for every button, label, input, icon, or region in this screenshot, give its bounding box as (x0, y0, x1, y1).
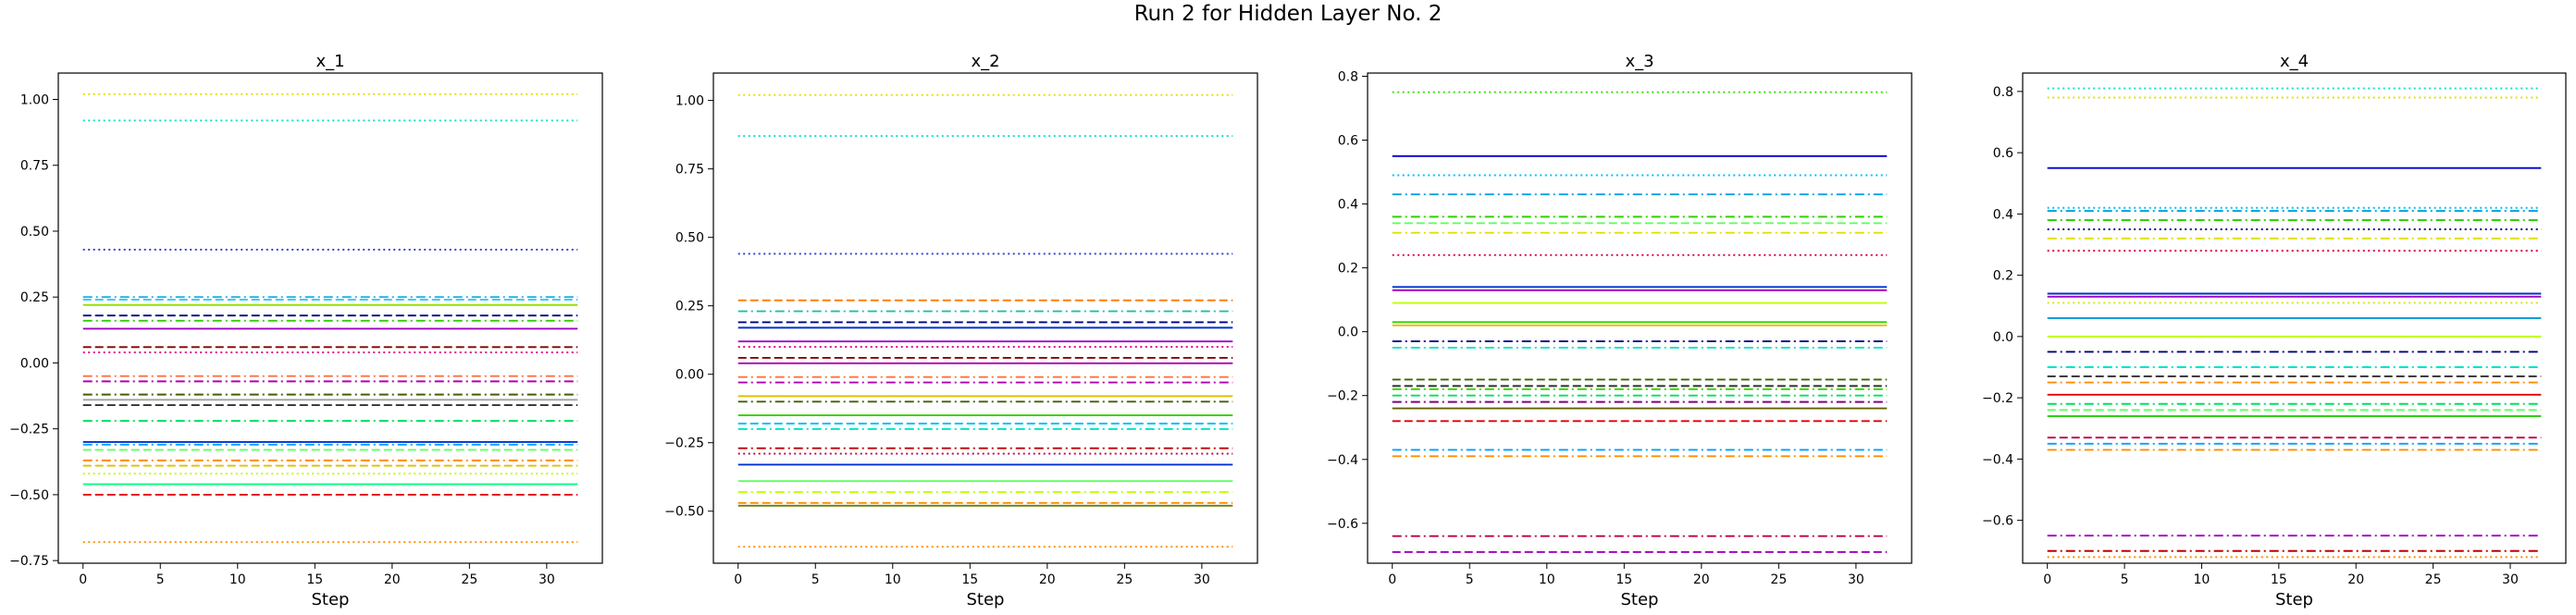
y-tick-label: 0.00 (20, 356, 49, 371)
x-tick-label: 0 (1388, 572, 1396, 587)
figure-title: Run 2 for Hidden Layer No. 2 (1133, 2, 1443, 26)
x-tick-label: 20 (1039, 572, 1056, 587)
y-tick-label: 0.50 (675, 231, 704, 246)
x-tick-label: 30 (539, 572, 555, 587)
panel-title: x_1 (316, 52, 344, 71)
y-tick-label: 0.8 (1338, 69, 1358, 84)
x-tick-label: 10 (229, 572, 246, 587)
y-tick-label: −0.25 (9, 423, 49, 437)
x-tick-label: 5 (811, 572, 820, 587)
x-axis-label: Step (967, 590, 1005, 609)
axes-frame (712, 72, 1258, 564)
x-tick-label: 0 (2043, 572, 2051, 587)
y-tick-label: −0.4 (1982, 452, 2013, 467)
y-tick-label: 0.00 (675, 368, 704, 383)
x-tick-label: 30 (1194, 572, 1210, 587)
y-tick-label: 0.4 (1338, 198, 1358, 213)
x-tick-label: 0 (734, 572, 742, 587)
y-tick-label: −0.6 (1327, 517, 1358, 532)
panel-2: 0 5 10 15 20 25 30 −0.50 −0.25 0.00 0.25 0.50 0.75 1.… (664, 52, 1258, 609)
x-tick-label: 5 (2121, 572, 2129, 587)
y-tick-label: 0.2 (1993, 269, 2013, 284)
x-tick-label: 0 (79, 572, 87, 587)
x-tick-label: 25 (1770, 572, 1787, 587)
y-tick-label: 0.2 (1338, 262, 1358, 277)
x-tick-label: 10 (1539, 572, 1555, 587)
y-tick-label: −0.75 (9, 554, 49, 569)
panel-title: x_4 (2280, 52, 2309, 71)
y-tick-label: 0.4 (1993, 207, 2013, 222)
x-tick-label: 5 (156, 572, 165, 587)
y-tick-label: 0.75 (20, 159, 49, 174)
panel-title: x_3 (1625, 52, 1653, 71)
y-tick-label: −0.50 (9, 488, 49, 503)
x-axis-label: Step (2275, 590, 2313, 609)
x-tick-label: 25 (2425, 572, 2442, 587)
y-tick-label: −0.2 (1982, 391, 2013, 406)
y-tick-label: −0.50 (664, 505, 704, 520)
x-tick-label: 15 (306, 572, 323, 587)
x-tick-label: 15 (2271, 572, 2287, 587)
x-tick-label: 10 (885, 572, 901, 587)
y-tick-label: 0.0 (1993, 330, 2013, 345)
x-axis-label: Step (1621, 590, 1659, 609)
axes-frame (57, 72, 603, 564)
x-tick-label: 5 (1466, 572, 1474, 587)
x-axis-label: Step (312, 590, 350, 609)
y-tick-label: −0.2 (1327, 389, 1358, 404)
x-tick-label: 15 (961, 572, 978, 587)
y-tick-label: 0.25 (20, 290, 49, 305)
axes-frame (1367, 72, 1913, 564)
y-tick-label: 0.25 (675, 300, 704, 314)
panel-1: 0 5 10 15 20 25 30 −0.75 −0.50 −0.25 0.00 0.25 0.50 0… (9, 52, 603, 609)
y-tick-label: 0.50 (20, 225, 49, 240)
x-tick-label: 25 (461, 572, 477, 587)
y-tick-label: 0.6 (1338, 134, 1358, 149)
x-tick-label: 20 (2347, 572, 2364, 587)
y-tick-label: 0.8 (1993, 85, 2013, 100)
panel-4: 0 5 10 15 20 25 30 −0.6 −0.4 −0.2 0.0 0.2 0.4 0.6 0.8 x… (1982, 52, 2567, 609)
y-tick-label: 1.00 (675, 94, 704, 109)
y-tick-label: −0.4 (1327, 453, 1358, 468)
x-tick-label: 20 (1693, 572, 1710, 587)
x-tick-label: 30 (2502, 572, 2519, 587)
x-tick-label: 20 (384, 572, 401, 587)
panel-3: 0 5 10 15 20 25 30 −0.6 −0.4 −0.2 0.0 0.2 0.4 0.6 0.8 x… (1327, 52, 1913, 609)
y-tick-label: −0.6 (1982, 514, 2013, 529)
y-tick-label: −0.25 (664, 437, 704, 451)
y-tick-label: 0.6 (1993, 146, 2013, 161)
x-tick-label: 10 (2194, 572, 2211, 587)
panel-title: x_2 (971, 52, 999, 71)
x-tick-label: 25 (1116, 572, 1133, 587)
y-tick-label: 1.00 (20, 92, 49, 107)
x-tick-label: 15 (1616, 572, 1632, 587)
y-tick-label: 0.75 (675, 163, 704, 178)
axes-frame (2022, 72, 2567, 564)
y-tick-label: 0.0 (1338, 326, 1358, 340)
x-tick-label: 30 (1848, 572, 1864, 587)
